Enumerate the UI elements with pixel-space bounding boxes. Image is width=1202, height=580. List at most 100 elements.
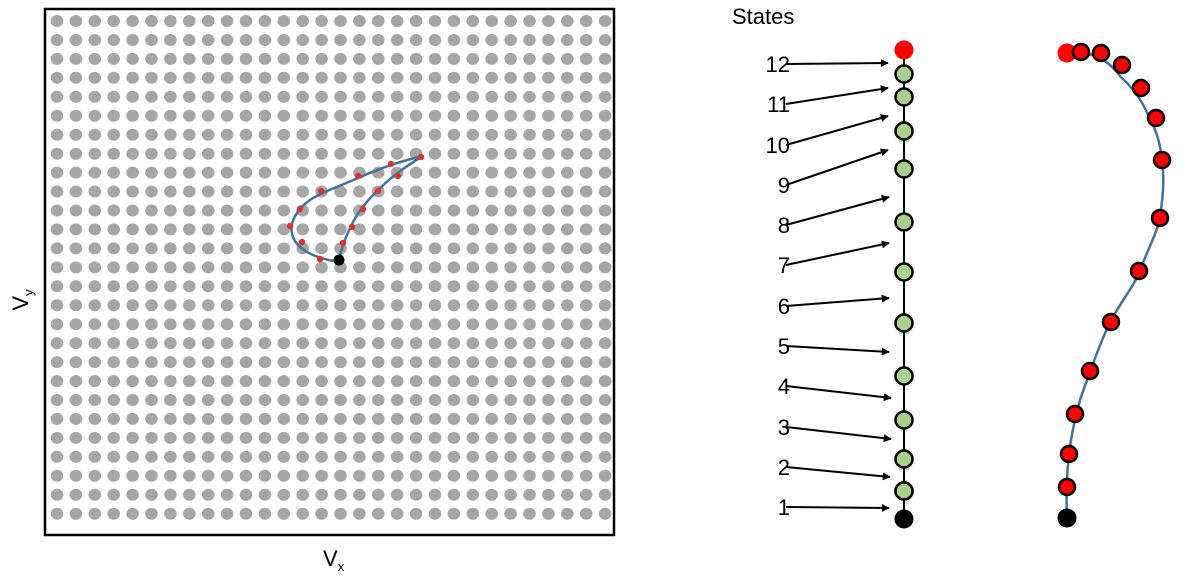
grid-dot: [183, 71, 196, 84]
grid-dot: [428, 375, 442, 388]
grid-dot: [88, 394, 102, 406]
grid-dot: [164, 375, 177, 388]
grid-dot: [239, 469, 253, 482]
grid-dot: [353, 412, 366, 425]
grid-dot: [145, 223, 158, 236]
grid-dot: [466, 488, 480, 501]
grid-dot: [50, 431, 64, 444]
grid-dot: [523, 318, 536, 331]
grid-dot: [107, 204, 120, 217]
grid-dot: [409, 488, 423, 501]
grid-dot: [107, 147, 120, 160]
grid-dot: [258, 185, 272, 198]
trajectory-state-marker: [339, 239, 347, 247]
grid-dot: [258, 337, 272, 350]
grid-dot: [353, 488, 366, 501]
grid-dot: [296, 147, 310, 160]
grid-dot: [334, 394, 347, 406]
grid-dot: [164, 242, 177, 255]
grid-dot: [485, 356, 499, 369]
grid-dot: [598, 318, 612, 331]
grid-dot: [579, 128, 593, 141]
grid-dot: [296, 34, 310, 46]
grid-dot: [183, 318, 196, 331]
grid-dot: [542, 450, 555, 463]
grid-dot: [183, 166, 196, 179]
trajectory-state-marker: [359, 205, 367, 213]
grid-dot: [523, 242, 536, 255]
grid-dot: [579, 242, 593, 255]
grid-dot: [164, 488, 177, 501]
grid-dot: [69, 318, 83, 331]
grid-dot: [220, 242, 234, 255]
grid-dot: [258, 356, 272, 369]
grid-dot: [107, 52, 120, 65]
grid-dot: [107, 431, 120, 444]
grid-dot: [579, 488, 593, 501]
grid-dot: [447, 223, 461, 236]
grid-dot: [334, 128, 347, 141]
grid-dot: [50, 299, 64, 312]
grid-dot: [334, 166, 347, 179]
grid-dot: [258, 166, 272, 179]
grid-dot: [239, 261, 253, 274]
grid-dot: [353, 15, 366, 27]
grid-dot: [334, 223, 347, 236]
grid-dot: [579, 34, 593, 46]
grid-dot: [315, 15, 328, 27]
grid-dot: [334, 147, 347, 160]
grid-dot: [353, 280, 366, 293]
grid-dot: [485, 223, 499, 236]
grid-dot: [561, 469, 574, 482]
grid-dot: [164, 412, 177, 425]
grid-dot: [409, 337, 423, 350]
state-arrows: [785, 59, 892, 512]
state-node-7: [894, 262, 914, 282]
grid-dot: [107, 394, 120, 406]
grid-dot: [183, 412, 196, 425]
grid-dot: [145, 204, 158, 217]
grid-dot: [466, 318, 480, 331]
grid-dot: [561, 337, 574, 350]
grid-dot: [579, 204, 593, 217]
grid-dot: [372, 356, 385, 369]
grid-dot: [372, 469, 385, 482]
grid-dot: [277, 166, 291, 179]
grid-dot: [447, 185, 461, 198]
grid-dot: [353, 299, 366, 312]
grid-dot: [296, 412, 310, 425]
curve-state-node: [1057, 477, 1077, 497]
grid-dot: [579, 412, 593, 425]
curve-state-node: [1150, 208, 1170, 228]
grid-dot: [315, 166, 328, 179]
grid-dot: [447, 356, 461, 369]
grid-dot: [353, 90, 366, 103]
grid-dot: [485, 280, 499, 293]
grid-dot: [88, 261, 102, 274]
grid-dot: [220, 34, 234, 46]
grid-dot: [164, 450, 177, 463]
grid-dot: [504, 204, 517, 217]
grid-dot: [164, 280, 177, 293]
grid-dot: [50, 90, 64, 103]
grid-dot: [561, 166, 574, 179]
grid-dot: [390, 52, 404, 65]
grid-dot: [561, 242, 574, 255]
grid-dot: [239, 318, 253, 331]
grid-dot: [239, 299, 253, 312]
grid-dot: [164, 507, 177, 520]
grid-dot: [296, 488, 310, 501]
grid-dot: [485, 412, 499, 425]
grid-dot: [220, 488, 234, 501]
grid-dot: [372, 507, 385, 520]
grid-dot: [126, 356, 139, 369]
grid-dot: [428, 52, 442, 65]
grid-dot: [353, 356, 366, 369]
grid-dot: [485, 318, 499, 331]
grid-dot: [504, 128, 517, 141]
grid-dot: [579, 299, 593, 312]
grid-dot: [126, 488, 139, 501]
grid-dot: [466, 128, 480, 141]
grid-dot: [428, 128, 442, 141]
grid-dot: [334, 185, 347, 198]
